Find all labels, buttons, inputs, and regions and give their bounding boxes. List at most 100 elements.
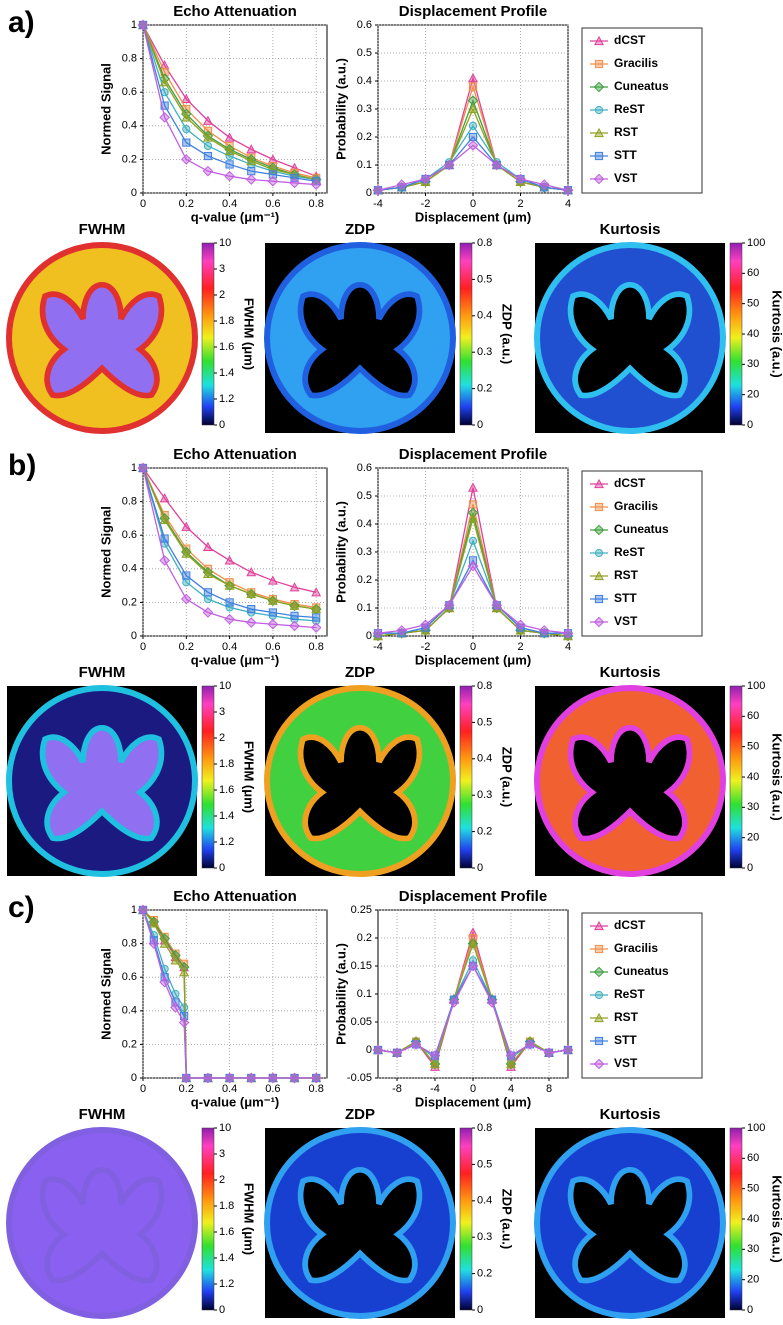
marker: [420, 173, 431, 185]
colorbar-tick-label: 0.8: [477, 680, 492, 692]
series-line: [377, 964, 569, 1057]
legend-marker: [594, 990, 604, 1000]
marker: [159, 514, 170, 525]
marker: [543, 1047, 555, 1059]
marker: [247, 167, 256, 176]
marker: [203, 132, 213, 142]
colorbar-tick-label: 2: [219, 1174, 225, 1186]
marker: [170, 955, 181, 965]
colorbar-tick-label: 40: [747, 771, 759, 783]
colorbar-tick-label: 0: [219, 862, 225, 874]
marker: [562, 1044, 574, 1056]
map-title: ZDP: [345, 664, 375, 681]
colorbar-tick-label: 40: [747, 1213, 759, 1225]
legend-marker: [594, 1036, 604, 1046]
series-line: [142, 467, 317, 619]
plot-area: [142, 24, 328, 194]
marker: [396, 625, 408, 636]
legend-marker: [594, 570, 604, 581]
x-axis-label: q-value (μm⁻¹): [191, 1094, 280, 1109]
legend-marker: [594, 105, 604, 115]
marker: [468, 82, 478, 91]
colorbar-tick-label: 0.2: [477, 383, 492, 395]
legend-marker: [594, 594, 604, 604]
marker: [268, 608, 277, 617]
marker: [420, 625, 431, 635]
marker: [515, 625, 526, 635]
marker: [182, 578, 191, 587]
legend-marker: [594, 548, 604, 558]
marker: [203, 151, 213, 161]
marker: [372, 184, 384, 196]
marker: [180, 154, 192, 165]
legend-label: VST: [614, 1056, 638, 1070]
x-tick-label: 0.4: [222, 641, 237, 653]
legend-marker: [593, 173, 605, 185]
marker: [562, 184, 574, 196]
marker: [159, 976, 170, 988]
colorbar-tick-label: 60: [747, 267, 759, 279]
legend-marker: [594, 151, 604, 161]
y-tick-label: 0: [366, 630, 372, 642]
y-tick-label: 1: [131, 462, 137, 474]
legend-label: VST: [614, 614, 638, 628]
series-line: [377, 958, 569, 1060]
x-tick-label: 0.6: [265, 641, 280, 653]
x-tick-label: 0.8: [309, 1083, 324, 1095]
marker: [538, 179, 550, 190]
marker: [289, 620, 300, 632]
colorbar-tick-label: 0.2: [477, 826, 492, 838]
legend-label: dCST: [614, 476, 646, 490]
marker: [289, 177, 300, 189]
panel-label: c): [8, 891, 35, 924]
marker: [505, 1050, 517, 1061]
colorbar-tick-label: 0: [747, 419, 753, 431]
legend-marker: [594, 920, 604, 931]
marker: [182, 138, 191, 147]
legend-marker: [593, 966, 605, 978]
marker: [202, 165, 214, 177]
legend-label: Gracilis: [614, 56, 658, 70]
colorbar: [459, 685, 473, 869]
marker: [310, 1072, 322, 1084]
map-gray-matter: [567, 1166, 693, 1284]
marker: [468, 482, 478, 492]
legend-label: RST: [614, 1010, 639, 1024]
colorbar: [201, 1127, 215, 1311]
marker: [397, 629, 406, 638]
marker: [180, 1072, 192, 1084]
marker: [181, 93, 192, 104]
colorbar-tick-label: 10: [219, 680, 231, 692]
y-tick-label: 0.4: [122, 120, 137, 132]
colorbar-label: Kurtosis (a.u.): [770, 1175, 783, 1262]
marker: [202, 607, 214, 618]
x-axis-label: Displacement (μm): [415, 209, 531, 224]
marker: [491, 599, 503, 611]
marker: [245, 617, 257, 628]
series-line: [377, 515, 569, 637]
map-gray-matter: [297, 724, 423, 842]
marker: [267, 618, 279, 630]
marker: [562, 627, 574, 639]
panel-label: b): [8, 449, 36, 482]
series-line: [142, 24, 317, 181]
marker: [267, 575, 278, 585]
legend-marker: [593, 1058, 605, 1070]
series-line: [378, 559, 568, 634]
y-tick-label: 0: [131, 187, 137, 199]
marker: [159, 76, 170, 87]
x-tick-label: 0: [470, 641, 476, 653]
marker: [311, 587, 322, 597]
marker: [443, 159, 455, 171]
legend-label: VST: [614, 171, 638, 185]
colorbar-tick-label: 1.2: [219, 836, 234, 848]
colorbar-tick-label: 0.4: [477, 753, 492, 765]
map-title: FWHM: [79, 221, 126, 238]
map-gray-matter: [39, 281, 165, 399]
colorbar-tick-label: 100: [747, 237, 765, 249]
legend-label: STT: [614, 1033, 637, 1047]
legend-label: Gracilis: [614, 941, 658, 955]
chart-title: Displacement Profile: [399, 446, 547, 463]
y-tick-label: 0: [366, 187, 372, 199]
marker: [468, 500, 478, 509]
